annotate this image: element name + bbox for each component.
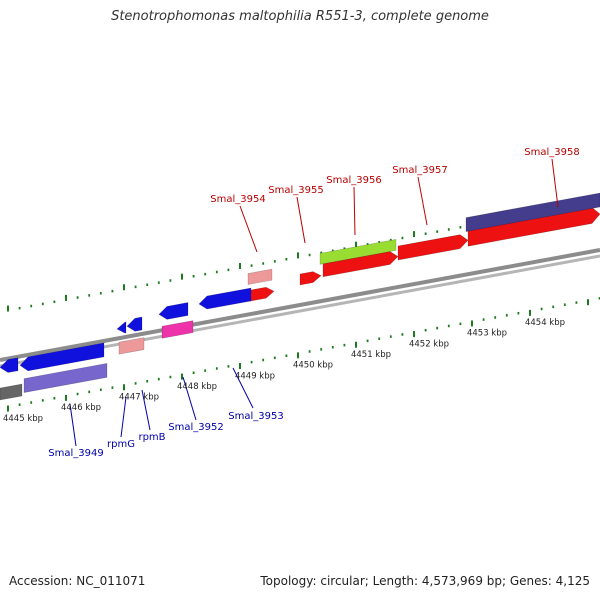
label-leader xyxy=(120,396,127,438)
gene-features xyxy=(0,192,600,401)
label-smal-3956: Smal_3956 xyxy=(326,175,381,186)
gene-reverse-edge xyxy=(0,357,19,373)
gene-rna-forward xyxy=(319,239,397,265)
scale-label-kbp: 4451 kbp xyxy=(351,350,391,360)
label-rpmb: rpmB xyxy=(138,432,165,443)
scale-label-kbp: 4445 kbp xyxy=(3,414,43,424)
scale-label-kbp: 4446 kbp xyxy=(61,403,101,413)
label-smal-3954: Smal_3954 xyxy=(210,194,265,205)
label-leader xyxy=(417,176,428,226)
label-smal-3957: Smal_3957 xyxy=(392,165,447,176)
inner-scale-ticks xyxy=(7,297,600,412)
scale-label-kbp: 4453 kbp xyxy=(467,329,507,339)
label-leader xyxy=(182,376,197,421)
map-title: Stenotrophomonas maltophilia R551-3, com… xyxy=(111,9,489,24)
gene-pseudo-reverse xyxy=(118,337,145,355)
gene-smal-3955 xyxy=(299,271,322,286)
label-leader xyxy=(141,389,151,431)
gene-pseudo-forward xyxy=(247,268,273,285)
gene-smal-3958 xyxy=(467,207,600,247)
gene-rpmg xyxy=(116,321,127,334)
gene-smal-3949 xyxy=(19,342,105,372)
scale-label-kbp: 4452 kbp xyxy=(409,339,449,349)
gene-rpmb xyxy=(126,316,143,332)
gene-reverse-grey xyxy=(0,383,23,401)
topology-text: Topology: circular; Length: 4,573,969 bp… xyxy=(260,574,590,588)
label-leader xyxy=(296,196,306,244)
label-smal-3955: Smal_3955 xyxy=(268,185,323,196)
gene-smal-3957 xyxy=(397,234,469,261)
scale-label-kbp: 4448 kbp xyxy=(177,382,217,392)
gene-smal-3953 xyxy=(198,287,252,310)
gene-cds-forward-purple xyxy=(465,192,600,232)
backbone-line-forward xyxy=(0,248,600,362)
label-rpmg: rpmG xyxy=(107,439,135,450)
gene-rna-reverse xyxy=(161,320,194,339)
gene-smal-3954 xyxy=(249,286,275,302)
label-leader xyxy=(353,186,356,236)
label-smal-3958: Smal_3958 xyxy=(524,147,579,158)
label-leader xyxy=(551,158,559,208)
gene-smal-3956 xyxy=(322,251,399,278)
label-smal-3953: Smal_3953 xyxy=(228,411,283,422)
label-smal-3949: Smal_3949 xyxy=(48,448,103,459)
scale-label-kbp: 4449 kbp xyxy=(235,371,275,381)
label-smal-3952: Smal_3952 xyxy=(168,422,223,433)
label-leader xyxy=(69,403,77,447)
scale-label-kbp: 4454 kbp xyxy=(525,318,565,328)
accession-text: Accession: NC_011071 xyxy=(9,574,146,588)
label-leader-lines xyxy=(69,158,559,447)
scale-label-kbp: 4450 kbp xyxy=(293,361,333,371)
label-leader xyxy=(232,367,254,409)
gene-smal-3952 xyxy=(158,302,189,320)
scale-label-kbp: 4447 kbp xyxy=(119,393,159,403)
gene-cds-reverse-purple xyxy=(23,363,108,393)
label-leader xyxy=(239,205,258,253)
